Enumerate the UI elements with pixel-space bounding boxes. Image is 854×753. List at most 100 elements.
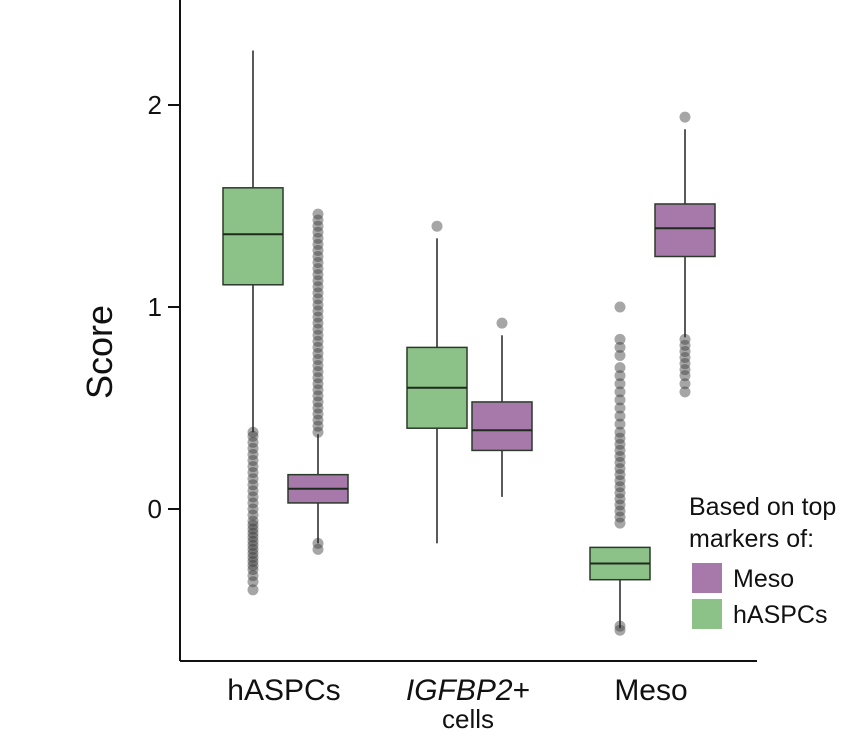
outlier-point xyxy=(614,386,626,398)
outlier-point xyxy=(614,463,626,475)
outlier-point xyxy=(247,485,259,497)
outlier-point xyxy=(247,436,259,448)
outlier-point xyxy=(312,408,324,420)
outlier-point xyxy=(247,519,259,531)
outlier-point xyxy=(312,269,324,281)
outlier-point xyxy=(431,220,443,232)
outlier-point xyxy=(247,523,259,535)
legend-label: Meso xyxy=(733,565,794,593)
outlier-point xyxy=(247,584,259,596)
outlier-point xyxy=(614,426,626,438)
legend-title: Based on top xyxy=(689,493,836,521)
outlier-point xyxy=(247,509,259,521)
outlier-point xyxy=(614,499,626,511)
outlier-point xyxy=(679,370,691,382)
outlier-point xyxy=(679,364,691,376)
outlier-point xyxy=(614,362,626,374)
outliers xyxy=(247,111,691,636)
outlier-point xyxy=(614,410,626,422)
legend-title: markers of: xyxy=(689,525,814,553)
outlier-point xyxy=(312,426,324,438)
outlier-point xyxy=(312,378,324,390)
outlier-point xyxy=(247,531,259,543)
outlier-point xyxy=(614,624,626,636)
category-label-italic: IGFBP2 xyxy=(406,674,513,707)
box-iqr xyxy=(654,203,716,258)
box-iqr xyxy=(471,401,533,452)
outlier-point xyxy=(312,384,324,396)
outlier-point xyxy=(247,497,259,509)
axes xyxy=(179,0,757,662)
outlier-point xyxy=(614,481,626,493)
outlier-point xyxy=(614,444,626,456)
outlier-point xyxy=(614,450,626,462)
outlier-point xyxy=(312,208,324,220)
category-label-suffix: + xyxy=(513,674,531,707)
outlier-point xyxy=(312,299,324,311)
outlier-point xyxy=(614,438,626,450)
box-haspcs xyxy=(589,546,651,629)
outlier-point xyxy=(247,539,259,551)
outlier-point xyxy=(247,535,259,547)
outlier-point xyxy=(312,226,324,238)
outlier-point xyxy=(247,543,259,555)
outlier-point xyxy=(614,333,626,345)
outlier-point xyxy=(679,352,691,363)
outlier-point xyxy=(614,378,626,390)
outlier-point xyxy=(312,329,324,341)
outlier-point xyxy=(247,455,259,467)
box-meso xyxy=(471,335,533,497)
outlier-point xyxy=(312,414,324,426)
outlier-point xyxy=(312,420,324,432)
outlier-point xyxy=(247,576,259,588)
outlier-point xyxy=(679,345,691,357)
outlier-point xyxy=(614,487,626,499)
outlier-point xyxy=(614,418,626,430)
outlier-point xyxy=(247,551,259,563)
outlier-point xyxy=(312,543,324,555)
category-label-text: Meso xyxy=(614,674,687,707)
category-label-line2: cells xyxy=(442,704,494,734)
outlier-point xyxy=(312,323,324,335)
outlier-point xyxy=(614,517,626,529)
outlier-point xyxy=(312,354,324,366)
outlier-point xyxy=(247,515,259,527)
category-label: IGFBP2+ xyxy=(406,674,530,707)
outlier-point xyxy=(247,491,259,503)
outlier-point xyxy=(312,341,324,353)
category-label: hASPCs xyxy=(227,674,340,707)
outlier-point xyxy=(614,432,626,444)
outlier-point xyxy=(312,257,324,269)
category-label-text: hASPCs xyxy=(227,674,340,707)
y-axis-label: Score xyxy=(79,305,120,399)
outlier-point xyxy=(312,293,324,305)
box-meso xyxy=(287,434,349,544)
outlier-point xyxy=(679,358,691,370)
boxes xyxy=(222,50,716,629)
y-tick-label: 1 xyxy=(148,292,162,322)
outlier-point xyxy=(247,473,259,485)
y-ticks: 0 1 2 xyxy=(148,90,180,524)
outlier-point xyxy=(247,461,259,473)
outlier-point xyxy=(247,527,259,539)
y-tick-label: 2 xyxy=(148,90,162,120)
outlier-point xyxy=(496,317,508,329)
outlier-point xyxy=(312,251,324,262)
box-meso xyxy=(654,129,716,338)
outlier-point xyxy=(312,305,324,317)
legend-swatch xyxy=(692,563,722,593)
outlier-point xyxy=(312,366,324,378)
outlier-point xyxy=(614,469,626,481)
outlier-point xyxy=(614,475,626,487)
outlier-point xyxy=(312,275,324,287)
y-tick-label: 0 xyxy=(148,494,162,524)
outlier-point xyxy=(247,448,259,460)
outlier-point xyxy=(312,372,324,384)
outlier-point xyxy=(614,402,626,414)
outlier-point xyxy=(247,467,259,479)
outlier-point xyxy=(312,238,324,250)
outlier-point xyxy=(312,317,324,329)
outlier-point xyxy=(679,333,691,345)
outlier-point xyxy=(312,220,324,232)
